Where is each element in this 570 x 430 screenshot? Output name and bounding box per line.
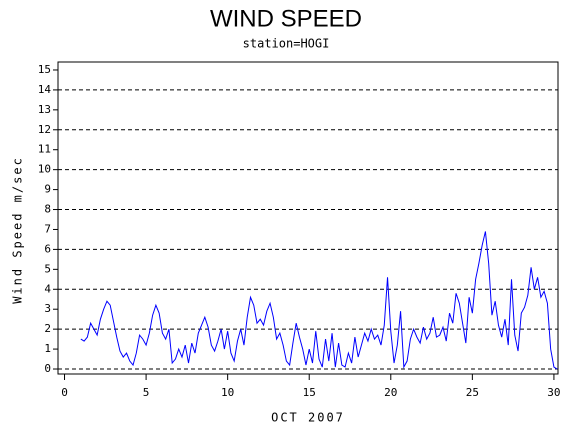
y-tick-label: 3	[44, 302, 51, 315]
x-tick-label: 25	[466, 386, 479, 399]
y-tick-label: 14	[38, 83, 52, 96]
y-tick-label: 15	[38, 63, 51, 76]
y-tick-label: 6	[44, 242, 51, 255]
y-tick-label: 4	[44, 282, 51, 295]
chart-title: WIND SPEED	[210, 5, 362, 32]
x-tick-label: 0	[61, 386, 68, 399]
plot-frame	[57, 61, 559, 375]
x-tick-label: 5	[143, 386, 150, 399]
y-tick-label: 1	[44, 342, 51, 355]
y-tick-label: 13	[38, 103, 51, 116]
y-tick-label: 9	[44, 183, 51, 196]
y-axis-label: Wind Speed m/sec	[11, 156, 25, 304]
data-line	[80, 231, 558, 370]
y-tick-label: 10	[38, 163, 51, 176]
x-axis-label: OCT 2007	[271, 411, 345, 425]
y-tick-label: 5	[44, 262, 51, 275]
y-tick-label: 11	[38, 143, 51, 156]
x-tick-label: 20	[384, 386, 397, 399]
y-tick-label: 8	[44, 203, 51, 216]
y-tick-label: 12	[38, 123, 51, 136]
y-tick-label: 2	[44, 322, 51, 335]
y-tick-label: 7	[44, 222, 51, 235]
chart-subtitle: station=HOGI	[243, 37, 330, 51]
x-tick-label: 15	[303, 386, 316, 399]
y-tick-label: 0	[44, 362, 51, 375]
x-tick-label: 10	[221, 386, 234, 399]
x-tick-label: 30	[547, 386, 560, 399]
